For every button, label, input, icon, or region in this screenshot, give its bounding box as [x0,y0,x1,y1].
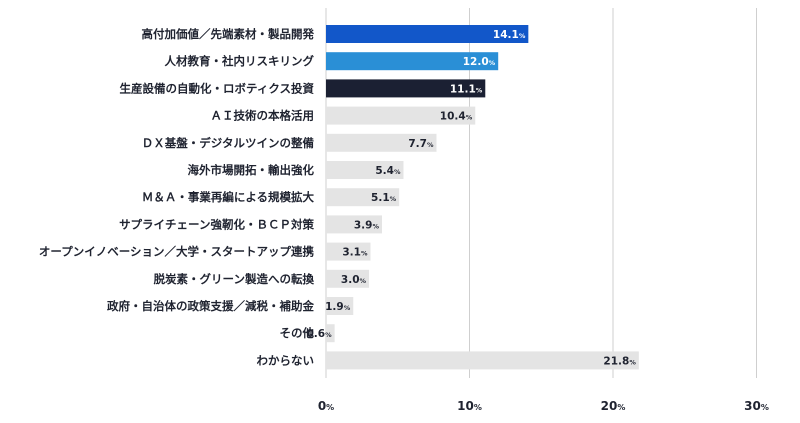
x-axis: 0% 10% 20% 30% [318,399,769,413]
bar-2 [326,79,486,98]
value-number: 0.6 [306,328,325,340]
category-label-5: 海外市場開拓・輸出強化 [188,163,315,177]
bar-8 [326,242,371,261]
bar-1 [326,52,499,71]
value-label-5: 5.4% [375,165,401,177]
x-tick-value: 10 [457,399,474,413]
bar-7 [326,215,382,234]
value-number: 5.4 [375,165,394,177]
value-unit: % [466,114,473,122]
value-unit: % [325,331,332,339]
value-number: 5.1 [371,192,390,204]
value-unit: % [519,32,526,40]
value-label-9: 3.0% [341,274,367,286]
value-label-2: 11.1% [450,83,483,95]
value-label-1: 12.0% [463,56,496,68]
value-unit: % [427,141,434,149]
bar-5 [326,161,404,179]
value-number: 3.9 [354,219,373,231]
bar-10 [326,297,354,315]
value-label-10: 1.9% [325,301,351,313]
x-tick-label-10: 10% [457,399,482,413]
value-label-3: 10.4% [440,111,473,123]
value-label-7: 3.9% [354,219,380,231]
bar-12 [326,351,639,370]
x-tick-unit: % [326,403,334,412]
value-unit: % [489,59,496,67]
category-label-9: 脱炭素・グリーン製造への転換 [154,272,315,286]
value-number: 7.7 [408,138,427,150]
bar-0 [326,25,529,43]
category-label-8: オープンイノベーション／大学・スタートアップ連携 [39,245,315,259]
value-number: 12.0 [463,56,489,68]
value-number: 11.1 [450,83,476,95]
x-tick-value: 30 [744,399,761,413]
bar-3 [326,106,476,125]
category-label-11: その他 [280,326,315,340]
category-label-10: 政府・自治体の政策支援／減税・補助金 [107,299,314,313]
x-tick-label-20: 20% [601,399,626,413]
bar-11 [326,324,335,343]
value-number: 1.9 [325,301,344,313]
bar-6 [326,188,400,207]
x-tick-label-30: 30% [744,399,769,413]
x-tick-unit: % [617,403,625,412]
x-tick-label-0: 0% [318,399,334,413]
category-labels: 高付加価値／先端素材・製品開発人材教育・社内リスキリング生産設備の自動化・ロボテ… [39,27,315,367]
category-label-3: ＡＩ技術の本格活用 [211,109,315,123]
value-label-6: 5.1% [371,192,397,204]
category-label-12: わからない [257,353,315,367]
x-tick-value: 0 [318,399,326,413]
value-number: 3.1 [342,247,361,259]
value-label-12: 21.8% [603,355,636,367]
value-label-11: 0.6% [306,328,332,340]
bar-9 [326,269,370,288]
value-unit: % [629,358,636,366]
x-tick-unit: % [761,403,769,412]
category-label-2: 生産設備の自動化・ロボティクス投資 [120,81,315,95]
category-label-4: ＤＸ基盤・デジタルツインの整備 [142,136,315,150]
category-label-1: 人材教育・社内リスキリング [165,54,315,68]
value-unit: % [476,86,483,94]
value-number: 21.8 [603,355,629,367]
category-label-0: 高付加価値／先端素材・製品開発 [142,27,315,41]
bars: 14.1%12.0%11.1%10.4%7.7%5.4%5.1%3.9%3.1%… [306,25,639,370]
x-tick-unit: % [474,403,482,412]
value-number: 3.0 [341,274,360,286]
value-number: 10.4 [440,111,466,123]
x-tick-value: 20 [601,399,618,413]
category-label-7: サプライチェーン強靭化・ＢＣＰ対策 [119,217,314,231]
value-label-0: 14.1% [493,29,526,41]
value-unit: % [344,304,351,312]
value-label-4: 7.7% [408,138,434,150]
value-unit: % [394,168,401,176]
value-label-8: 3.1% [342,247,368,259]
value-unit: % [390,195,397,203]
category-label-6: Ｍ＆Ａ・事業再編による規模拡大 [142,190,315,204]
value-unit: % [361,250,368,258]
value-number: 14.1 [493,29,519,41]
value-unit: % [372,222,379,230]
value-unit: % [360,277,367,285]
bar-4 [326,133,437,152]
